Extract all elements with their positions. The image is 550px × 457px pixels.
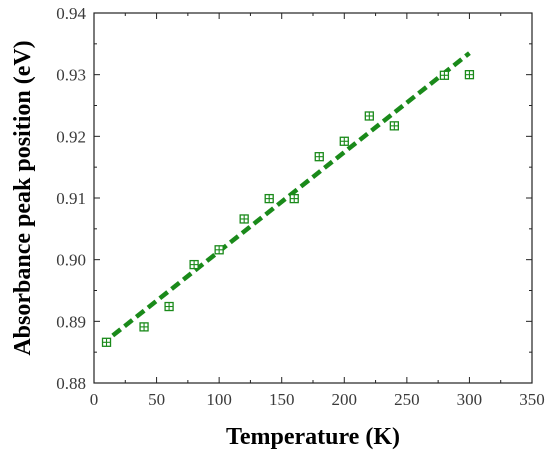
data-point	[314, 152, 324, 162]
y-tick-label-6: 0.94	[56, 4, 86, 23]
data-point	[189, 259, 199, 270]
x-tick-label-2: 100	[206, 390, 232, 409]
data-point	[164, 301, 174, 312]
y-axis-title: Absorbance peak position (eV)	[10, 40, 36, 355]
data-point	[214, 245, 224, 255]
y-tick-label-5: 0.93	[56, 66, 86, 85]
data-point	[289, 193, 299, 204]
data-point	[139, 322, 149, 332]
x-axis-title: Temperature (K)	[226, 424, 400, 450]
data-point	[364, 111, 374, 121]
x-tick-label-0: 0	[90, 390, 99, 409]
y-tick-label-3: 0.91	[56, 189, 86, 208]
x-tick-label-1: 50	[148, 390, 165, 409]
y-tick-label-1: 0.89	[56, 312, 86, 331]
data-points	[101, 70, 475, 347]
y-tick-label-2: 0.90	[56, 251, 86, 270]
x-tick-label-7: 350	[519, 390, 545, 409]
data-point	[439, 70, 450, 80]
x-tick-label-6: 300	[457, 390, 483, 409]
data-point	[239, 214, 249, 224]
x-tick-label-5: 250	[394, 390, 420, 409]
y-tick-label-0: 0.88	[56, 374, 86, 393]
tick-labels: 0 50 100 150 200 250 300 350 0.88 0.89 0.90 0.91 0.9…	[56, 4, 545, 409]
data-point	[264, 193, 274, 204]
y-tick-label-4: 0.92	[56, 127, 86, 146]
data-point	[389, 121, 399, 131]
axis-ticks	[93, 12, 533, 384]
x-tick-label-4: 200	[332, 390, 358, 409]
x-tick-label-3: 150	[269, 390, 295, 409]
plot-frame	[93, 12, 533, 384]
data-point	[339, 136, 349, 146]
data-point	[101, 337, 112, 347]
data-point	[464, 70, 475, 80]
